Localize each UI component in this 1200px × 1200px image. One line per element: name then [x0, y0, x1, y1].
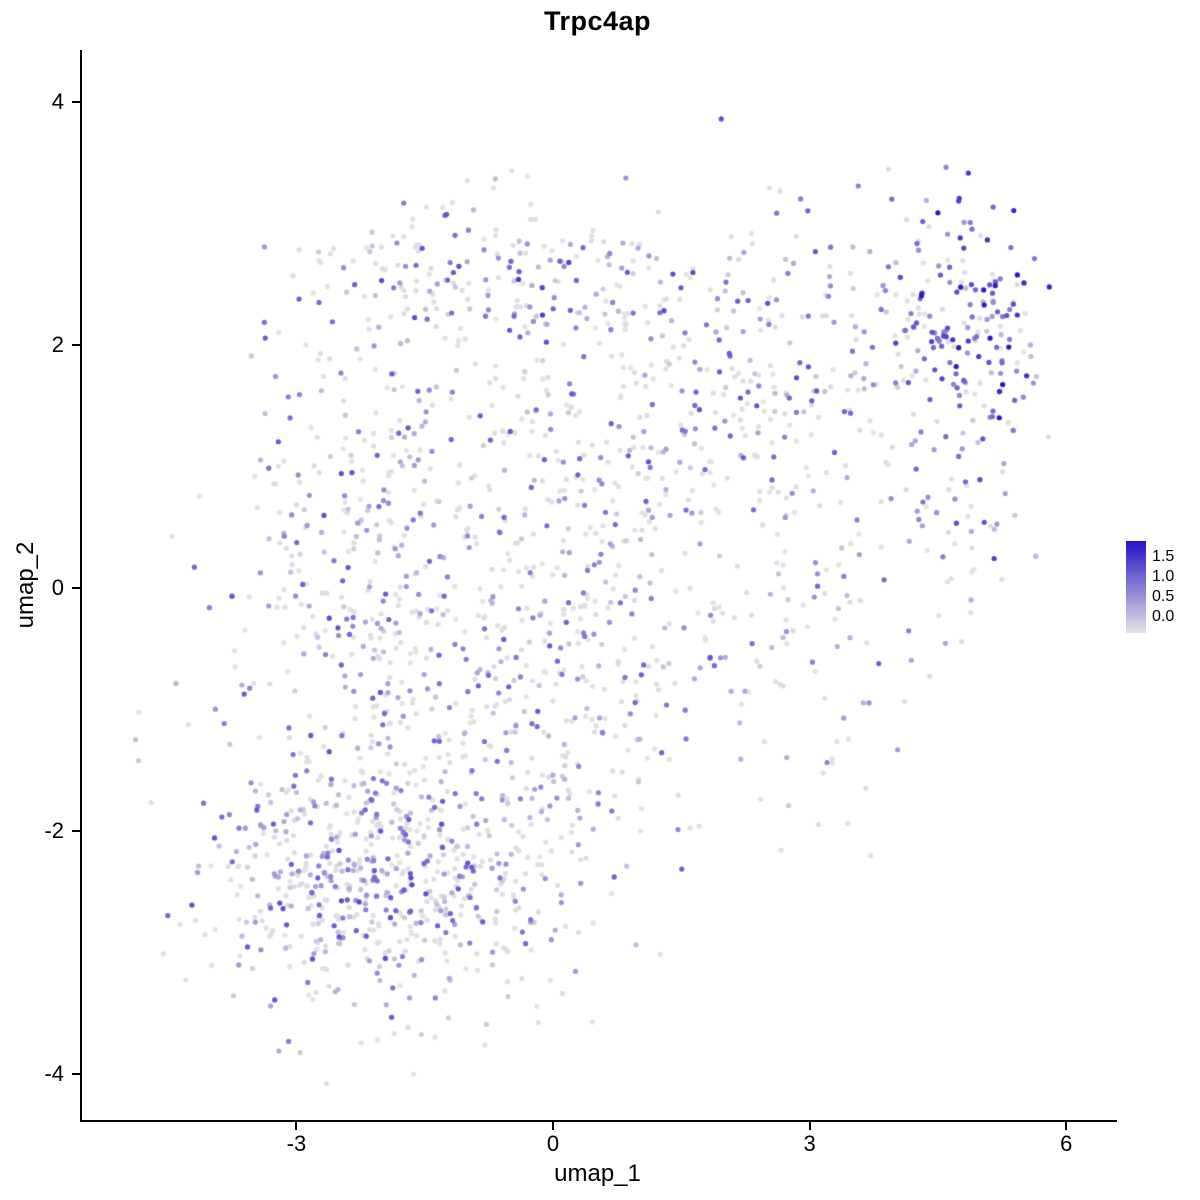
legend-label-high: 1.0: [1152, 568, 1175, 585]
x-tick-mark: [295, 1122, 298, 1130]
y-tick-mark: [72, 101, 80, 104]
y-tick-mark: [72, 344, 80, 347]
x-axis-title: umap_1: [554, 1160, 641, 1187]
plot-title: Trpc4ap: [543, 6, 652, 36]
y-tick-label: 4: [51, 89, 64, 115]
x-tick-mark: [1065, 1122, 1068, 1130]
y-tick-label: 0: [51, 575, 64, 601]
x-tick-label: -3: [286, 1131, 307, 1156]
x-tick-mark: [552, 1122, 555, 1130]
y-tick-mark: [72, 587, 80, 590]
plot-area: [80, 50, 1117, 1122]
legend-gradient-bar: [1126, 541, 1146, 633]
legend-label-min: 0.0: [1152, 608, 1175, 625]
y-axis-title: umap_2: [12, 541, 39, 629]
x-tick-label: 3: [803, 1131, 816, 1156]
x-tick-mark: [808, 1122, 811, 1130]
x-tick-label: 6: [1060, 1131, 1073, 1156]
y-tick-label: -4: [44, 1060, 64, 1086]
legend-label-mid: 0.5: [1152, 588, 1175, 605]
y-tick-label: 2: [51, 332, 64, 358]
y-tick-mark: [72, 829, 80, 832]
y-tick-label: -2: [44, 817, 64, 843]
legend-labels: 1.5 1.0 0.5 0.0: [1152, 549, 1174, 625]
legend-label-max: 1.5: [1152, 548, 1175, 565]
y-tick-mark: [72, 1072, 80, 1075]
x-tick-label: 0: [546, 1131, 560, 1156]
scatter-canvas: [82, 50, 1117, 1120]
color-legend: 1.5 1.0 0.5 0.0: [1126, 541, 1174, 633]
